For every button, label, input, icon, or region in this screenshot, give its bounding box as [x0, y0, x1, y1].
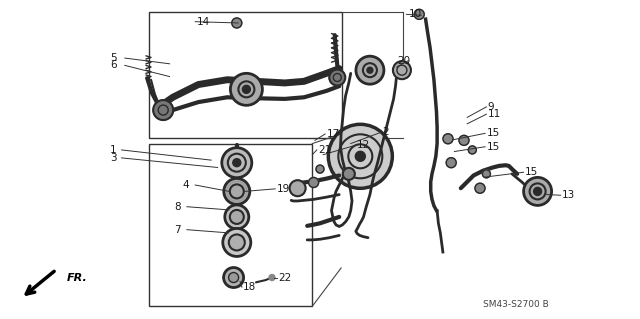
Circle shape [328, 124, 392, 188]
Text: 5: 5 [110, 53, 116, 63]
Circle shape [223, 228, 251, 256]
Circle shape [393, 61, 411, 79]
Text: 1: 1 [110, 145, 116, 155]
Text: 2: 2 [382, 127, 388, 137]
Text: FR.: FR. [67, 272, 88, 283]
Circle shape [524, 177, 552, 205]
Circle shape [443, 134, 453, 144]
Bar [149, 144, 312, 306]
Circle shape [230, 210, 244, 224]
Text: 18: 18 [243, 282, 257, 292]
Text: 22: 22 [278, 273, 292, 283]
Circle shape [225, 205, 249, 229]
Circle shape [459, 135, 469, 145]
Text: 15: 15 [486, 128, 500, 138]
Circle shape [153, 100, 173, 120]
Text: 15: 15 [525, 167, 538, 177]
Circle shape [483, 170, 490, 178]
Text: 10: 10 [408, 9, 422, 19]
Circle shape [243, 85, 250, 93]
Circle shape [356, 56, 384, 84]
Circle shape [233, 159, 241, 167]
Text: 15: 15 [486, 142, 500, 152]
Circle shape [224, 178, 250, 204]
Text: 13: 13 [562, 190, 575, 200]
Text: 19: 19 [276, 184, 290, 194]
Text: 8: 8 [174, 202, 180, 212]
Text: 20: 20 [397, 56, 410, 66]
Circle shape [367, 67, 373, 73]
Text: 9: 9 [488, 102, 494, 112]
Text: 7: 7 [174, 225, 180, 235]
Text: 12: 12 [357, 140, 371, 150]
Circle shape [343, 168, 355, 180]
Circle shape [290, 180, 306, 196]
Circle shape [223, 268, 244, 287]
Text: 4: 4 [182, 180, 189, 190]
Circle shape [269, 275, 275, 280]
Circle shape [534, 187, 541, 196]
Circle shape [468, 146, 476, 154]
Circle shape [475, 183, 485, 193]
Text: 21: 21 [318, 145, 332, 155]
Circle shape [330, 70, 346, 85]
Circle shape [308, 177, 319, 188]
Text: 3: 3 [110, 153, 116, 163]
Text: SM43-S2700 B: SM43-S2700 B [483, 300, 549, 309]
Circle shape [232, 18, 242, 28]
Circle shape [222, 148, 252, 178]
Circle shape [446, 158, 456, 168]
Text: 6: 6 [110, 60, 116, 70]
Circle shape [414, 9, 424, 19]
Text: 11: 11 [488, 109, 501, 119]
Text: 17: 17 [326, 129, 340, 139]
Circle shape [228, 272, 239, 283]
Circle shape [230, 73, 262, 105]
Circle shape [229, 234, 245, 250]
Circle shape [355, 151, 365, 161]
Bar [149, 12, 342, 138]
Text: 14: 14 [197, 17, 211, 27]
Circle shape [316, 165, 324, 173]
